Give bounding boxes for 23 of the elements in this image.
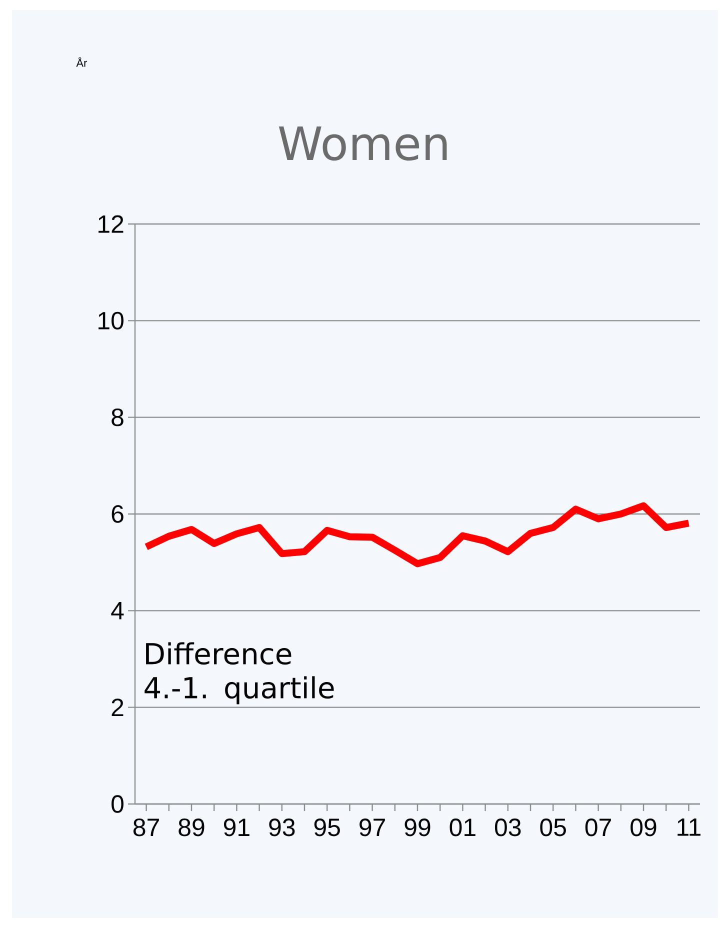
y-tick-label: 8 (112, 408, 124, 426)
x-tick-label: 09 (630, 818, 656, 836)
text: År (76, 57, 88, 67)
y-tick-label: 6 (112, 505, 124, 523)
x-tick-label: 95 (314, 818, 340, 836)
y-tick-label: 2 (112, 698, 124, 716)
x-tick-label: 03 (494, 818, 521, 836)
chart-title: Women (278, 126, 447, 161)
y-tick-label: 4 (111, 602, 124, 620)
x-tick-label: 91 (224, 818, 250, 836)
annotation: Difference 4.-1. quartile (144, 642, 334, 704)
x-tick-label: 11 (678, 818, 700, 836)
x-tick-label: 07 (585, 818, 611, 836)
x-tick-label: 01 (450, 818, 476, 836)
y-tick-label: 0 (112, 795, 124, 813)
x-tick-label: 87 (133, 818, 159, 836)
x-tick-label: 05 (540, 818, 566, 836)
y-tick-label: 12 (98, 215, 124, 233)
x-tick-label: 89 (178, 818, 204, 836)
x-tick-label: 93 (269, 818, 295, 836)
x-tick-label: 97 (360, 818, 385, 836)
x-tick-label: 99 (404, 818, 430, 836)
y-tick-label: 10 (98, 312, 124, 330)
